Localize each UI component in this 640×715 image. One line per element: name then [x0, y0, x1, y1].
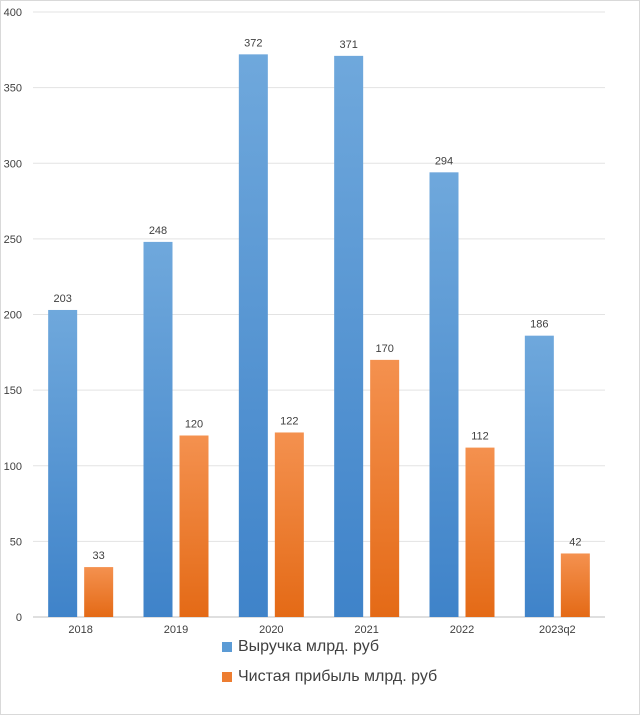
data-label: 33: [93, 550, 105, 562]
bar-net-profit: [370, 359, 400, 617]
y-tick-label: 250: [4, 234, 22, 246]
data-label: 112: [471, 431, 489, 443]
data-label: 122: [280, 415, 298, 427]
legend-label-net-profit: Чистая прибыль млрд. руб: [238, 668, 438, 685]
x-tick-label: 2023q2: [539, 624, 576, 636]
y-tick-label: 150: [4, 385, 22, 397]
data-label: 294: [435, 155, 453, 167]
data-label: 248: [149, 225, 167, 237]
legend-label-revenue: Выручка млрд. руб: [238, 638, 380, 655]
data-label: 120: [185, 419, 203, 431]
data-label: 372: [244, 37, 262, 49]
bar-net-profit: [465, 447, 495, 617]
bar-revenue: [334, 55, 364, 618]
y-tick-label: 100: [4, 461, 22, 473]
legend-item-net-profit: Чистая прибыль млрд. руб: [222, 668, 437, 686]
y-tick-label: 300: [4, 158, 22, 170]
bar-revenue: [48, 309, 78, 617]
data-labels: 203 33 248 120 372 122 371 170 294 112 186 42: [53, 37, 581, 562]
data-label: 371: [339, 39, 357, 51]
bar-revenue: [524, 335, 554, 617]
data-label: 42: [569, 536, 581, 548]
y-tick-label: 50: [10, 536, 22, 548]
x-tick-label: 2020: [259, 624, 283, 636]
legend-swatch-revenue: [222, 642, 232, 652]
bar-net-profit: [560, 553, 590, 617]
x-tick-label: 2021: [354, 624, 378, 636]
data-label: 170: [375, 343, 393, 355]
x-tick-label: 2018: [68, 624, 92, 636]
bars: [48, 54, 590, 618]
x-tick-label: 2019: [164, 624, 188, 636]
bar-revenue: [143, 241, 173, 617]
legend-item-revenue: Выручка млрд. руб: [222, 638, 379, 656]
bar-revenue: [238, 54, 268, 618]
y-tick-label: 350: [4, 83, 22, 95]
y-axis-ticks: 0 50 100 150 200 250 300 350 400: [4, 7, 22, 624]
bar-net-profit: [84, 567, 114, 617]
y-tick-label: 0: [16, 612, 22, 624]
bar-revenue: [429, 172, 459, 617]
y-tick-label: 200: [4, 310, 22, 322]
gridlines: [33, 11, 605, 618]
data-label: 203: [53, 293, 71, 305]
x-axis-ticks: 2018 2019 2020 2021 2022 2023q2: [68, 624, 575, 636]
legend-swatch-net-profit: [222, 672, 232, 682]
data-label: 186: [530, 319, 548, 331]
bar-net-profit: [274, 432, 304, 617]
y-tick-label: 400: [4, 7, 22, 19]
bar-net-profit: [179, 435, 209, 617]
x-tick-label: 2022: [450, 624, 474, 636]
